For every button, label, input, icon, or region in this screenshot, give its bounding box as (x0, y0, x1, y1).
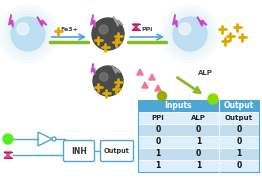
Text: Inputs: Inputs (165, 101, 192, 111)
Circle shape (173, 17, 207, 51)
Polygon shape (132, 27, 140, 30)
Circle shape (2, 8, 54, 60)
Circle shape (100, 73, 108, 81)
Text: Fe3+: Fe3+ (60, 27, 78, 32)
Polygon shape (155, 85, 161, 91)
Circle shape (170, 14, 210, 54)
Polygon shape (91, 15, 95, 27)
Bar (138, 160, 259, 172)
Text: PPi: PPi (152, 115, 165, 121)
Text: Output: Output (224, 101, 254, 111)
Polygon shape (142, 82, 148, 88)
Polygon shape (197, 17, 207, 26)
Circle shape (11, 17, 45, 51)
Circle shape (208, 94, 218, 104)
Polygon shape (9, 15, 13, 27)
Polygon shape (113, 17, 123, 26)
Text: 1: 1 (156, 161, 161, 170)
Bar (138, 136, 259, 148)
Text: 0: 0 (156, 125, 161, 135)
Polygon shape (149, 74, 155, 80)
Circle shape (167, 11, 213, 57)
Text: Output: Output (104, 148, 130, 154)
Text: ALP: ALP (198, 70, 213, 76)
Bar (138, 100, 219, 112)
Text: INH: INH (71, 146, 87, 156)
Text: 0: 0 (196, 125, 201, 135)
Circle shape (92, 18, 124, 50)
Bar (138, 148, 259, 160)
Polygon shape (4, 152, 12, 155)
Text: 0: 0 (236, 138, 242, 146)
Circle shape (17, 23, 29, 35)
Text: ALP: ALP (191, 115, 206, 121)
Polygon shape (137, 69, 143, 75)
Text: Output: Output (225, 115, 253, 121)
Bar (219, 100, 259, 112)
Text: PPi: PPi (141, 27, 153, 32)
Circle shape (157, 91, 166, 101)
Bar (138, 100, 259, 172)
Circle shape (164, 8, 216, 60)
Circle shape (5, 11, 51, 57)
FancyBboxPatch shape (101, 140, 134, 161)
Polygon shape (91, 64, 95, 74)
Text: 1: 1 (196, 138, 201, 146)
Text: 1: 1 (196, 161, 201, 170)
Circle shape (179, 23, 191, 35)
Circle shape (3, 134, 13, 144)
Circle shape (93, 66, 123, 96)
Text: 1: 1 (156, 149, 161, 159)
Text: 1: 1 (236, 149, 242, 159)
Polygon shape (112, 65, 120, 74)
Bar (138, 112, 259, 124)
Text: 0: 0 (236, 161, 242, 170)
Bar (138, 124, 259, 136)
Polygon shape (37, 17, 47, 26)
Text: 0: 0 (196, 149, 201, 159)
Circle shape (161, 5, 219, 63)
FancyBboxPatch shape (63, 140, 95, 161)
Text: 0: 0 (236, 125, 242, 135)
Circle shape (0, 5, 57, 63)
Circle shape (99, 25, 108, 34)
Polygon shape (132, 24, 140, 27)
Polygon shape (173, 15, 177, 27)
Polygon shape (4, 155, 12, 158)
Text: 0: 0 (156, 138, 161, 146)
Circle shape (8, 14, 48, 54)
